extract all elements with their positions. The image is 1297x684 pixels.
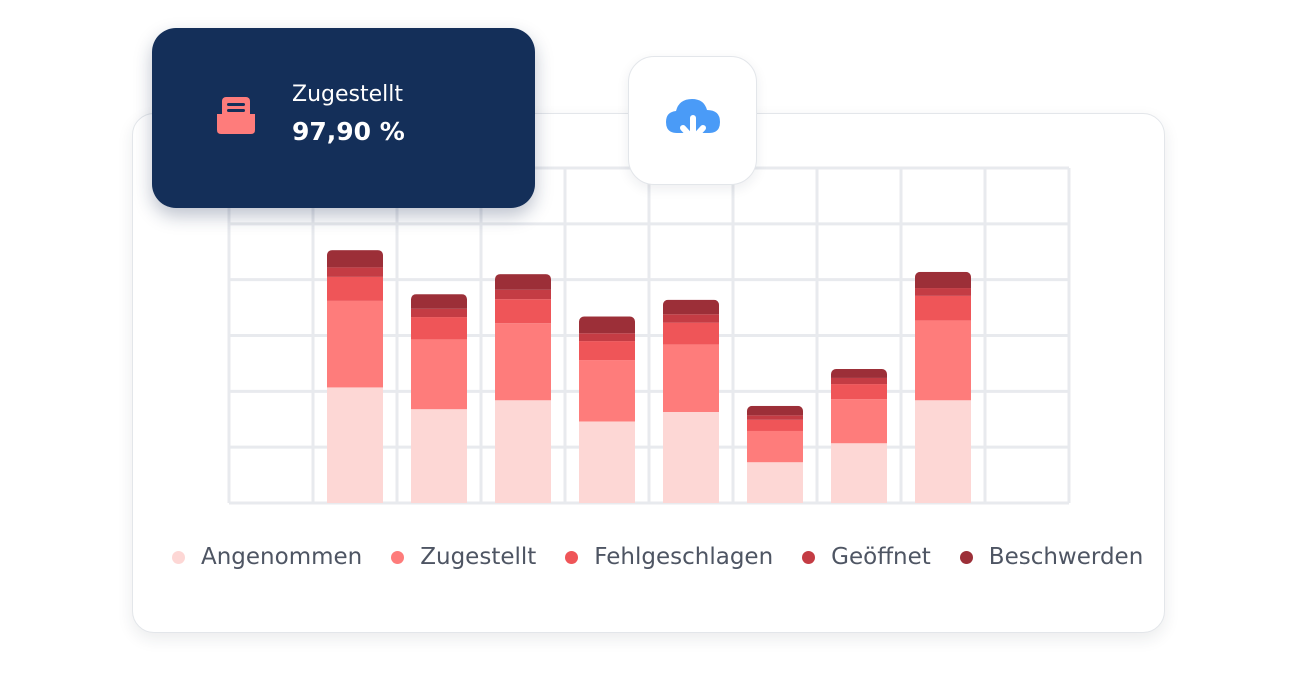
bar-segment — [327, 250, 383, 268]
cloud-download-icon — [666, 99, 720, 142]
bar-stack — [747, 405, 803, 503]
bar-stack — [579, 316, 635, 503]
bar-segment — [915, 295, 971, 321]
bar-segment — [411, 308, 467, 318]
bar-segment — [579, 360, 635, 422]
bar-stack — [327, 250, 383, 503]
tooltip-content: Zugestellt 97,90 % — [292, 81, 405, 149]
chart-legend: Angenommen Zugestellt Fehlgeschlagen Geöffn… — [172, 541, 1172, 573]
tooltip-label: Zugestellt — [292, 82, 403, 107]
bar-segment — [411, 317, 467, 340]
bar-segment — [495, 299, 551, 324]
bar-segment — [579, 316, 635, 334]
legend-item: Geöffnet — [802, 541, 931, 573]
bar-segment — [915, 271, 971, 289]
bar-segment — [915, 288, 971, 296]
bar-segment — [411, 339, 467, 410]
legend-dot — [391, 550, 405, 564]
bar-segment — [327, 387, 383, 503]
bar-segment — [327, 267, 383, 277]
bar-segment — [747, 430, 803, 463]
bar-stack — [915, 271, 971, 503]
bar-segment — [579, 333, 635, 342]
bar-segment — [663, 322, 719, 345]
legend-label: Fehlgeschlagen — [594, 544, 774, 570]
tooltip-value: 97,90 % — [292, 117, 405, 146]
bar-segment — [579, 341, 635, 361]
bar-stack — [411, 294, 467, 503]
legend-label: Beschwerden — [988, 544, 1144, 570]
bar-stack — [663, 299, 719, 503]
bar-segment — [663, 314, 719, 323]
legend-label: Zugestellt — [420, 544, 537, 570]
legend-dot — [172, 550, 185, 564]
bar-segment — [663, 411, 719, 503]
bar-segment — [495, 274, 551, 290]
legend-item: Angenommen — [172, 541, 362, 573]
legend-item: Fehlgeschlagen — [565, 541, 773, 573]
legend-dot — [959, 550, 973, 564]
download-button[interactable] — [628, 56, 757, 185]
bar-segment — [831, 384, 887, 400]
bar-segment — [495, 289, 551, 300]
bar-segment — [831, 443, 887, 503]
bar-segment — [411, 294, 467, 309]
legend-dot — [802, 550, 816, 564]
bar-stack — [495, 274, 551, 503]
bar-segment — [663, 344, 719, 412]
tooltip-card — [152, 28, 535, 208]
bar-segment — [747, 419, 803, 431]
bar-segment — [747, 405, 803, 416]
chart-bars — [327, 250, 971, 503]
legend-label: Geöffnet — [831, 544, 931, 570]
bar-segment — [831, 369, 887, 378]
bar-segment — [579, 421, 635, 503]
legend-label: Angenommen — [201, 544, 363, 570]
bar-stack — [831, 369, 887, 503]
legend-dot — [565, 550, 579, 564]
bar-segment — [411, 409, 467, 503]
bar-segment — [747, 415, 803, 420]
bar-segment — [495, 323, 551, 401]
bar-segment — [327, 300, 383, 388]
bar-segment — [915, 320, 971, 401]
bar-segment — [663, 299, 719, 315]
bar-segment — [831, 399, 887, 444]
legend-item: Zugestellt — [391, 541, 536, 573]
legend-item: Beschwerden — [959, 541, 1144, 573]
bar-segment — [747, 462, 803, 503]
bar-segment — [915, 400, 971, 503]
bar-segment — [831, 377, 887, 385]
inbox-icon — [216, 96, 256, 140]
bar-segment — [327, 276, 383, 301]
bar-segment — [495, 400, 551, 503]
